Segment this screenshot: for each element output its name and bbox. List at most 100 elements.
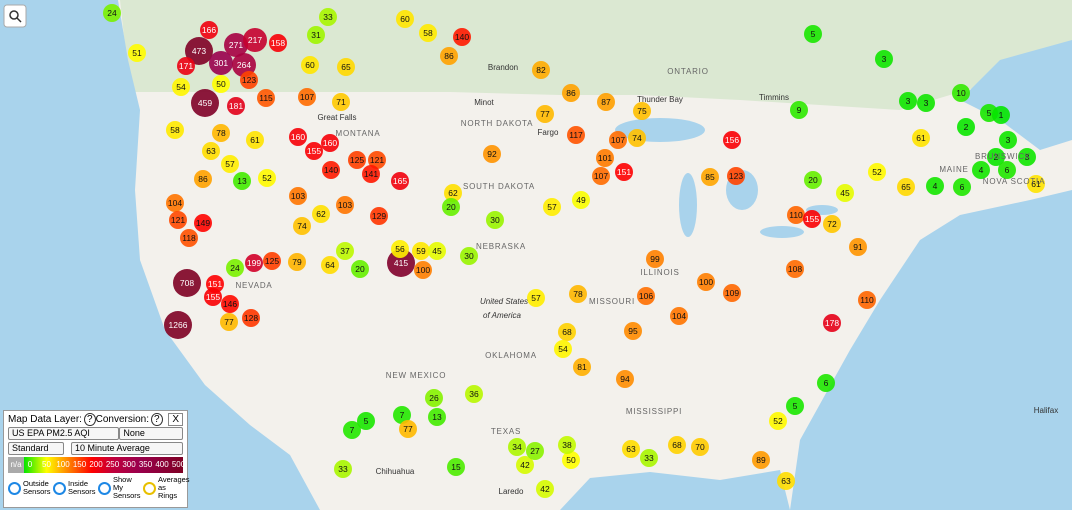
sensor-marker[interactable] <box>293 217 311 235</box>
sensor-marker[interactable] <box>194 170 212 188</box>
checkbox[interactable]: Outside Sensors <box>8 476 51 500</box>
sensor-marker[interactable] <box>786 397 804 415</box>
sensor-marker[interactable] <box>419 24 437 42</box>
sensor-marker[interactable] <box>624 322 642 340</box>
close-button[interactable]: X <box>168 413 183 426</box>
sensor-marker[interactable] <box>393 406 411 424</box>
sensor-marker[interactable] <box>562 84 580 102</box>
sensor-marker[interactable] <box>177 57 195 75</box>
sensor-marker[interactable] <box>992 106 1010 124</box>
sensor-marker[interactable] <box>527 289 545 307</box>
sensor-marker[interactable] <box>769 412 787 430</box>
sensor-marker[interactable] <box>849 238 867 256</box>
sensor-marker[interactable] <box>558 323 576 341</box>
sensor-marker[interactable] <box>917 94 935 112</box>
sensor-marker[interactable] <box>269 34 287 52</box>
sensor-marker[interactable] <box>823 314 841 332</box>
sensor-marker[interactable] <box>465 385 483 403</box>
sensor-marker[interactable] <box>263 252 281 270</box>
layer-select[interactable]: US EPA PM2.5 AQI <box>8 427 120 440</box>
sensor-marker[interactable] <box>817 374 835 392</box>
sensor-marker[interactable] <box>670 307 688 325</box>
sensor-marker[interactable] <box>823 215 841 233</box>
sensor-marker[interactable] <box>289 187 307 205</box>
sensor-marker[interactable] <box>953 178 971 196</box>
sensor-marker[interactable] <box>357 412 375 430</box>
sensor-marker[interactable] <box>569 285 587 303</box>
sensor-marker[interactable] <box>609 131 627 149</box>
sensor-marker[interactable] <box>362 165 380 183</box>
sensor-marker[interactable] <box>777 472 795 490</box>
sensor-marker[interactable] <box>232 53 256 77</box>
sensor-marker[interactable] <box>166 121 184 139</box>
sensor-marker[interactable] <box>246 131 264 149</box>
sensor-marker[interactable] <box>572 191 590 209</box>
sensor-marker[interactable] <box>453 28 471 46</box>
sensor-marker[interactable] <box>243 28 267 52</box>
sensor-marker[interactable] <box>697 273 715 291</box>
sensor-marker[interactable] <box>597 93 615 111</box>
sensor-marker[interactable] <box>173 269 201 297</box>
sensor-marker[interactable] <box>128 44 146 62</box>
checkbox[interactable]: Averages as Rings <box>143 476 190 500</box>
sensor-marker[interactable] <box>998 161 1016 179</box>
sensor-marker[interactable] <box>592 167 610 185</box>
sensor-marker[interactable] <box>543 198 561 216</box>
sensor-marker[interactable] <box>301 56 319 74</box>
sensor-marker[interactable] <box>803 210 821 228</box>
sensor-marker[interactable] <box>691 438 709 456</box>
sensor-marker[interactable] <box>399 420 417 438</box>
sensor-marker[interactable] <box>787 206 805 224</box>
sensor-marker[interactable] <box>567 126 585 144</box>
sensor-marker[interactable] <box>212 124 230 142</box>
search-button[interactable] <box>3 4 27 28</box>
conversion-select[interactable]: None <box>119 427 183 440</box>
sensor-marker[interactable] <box>233 172 251 190</box>
sensor-marker[interactable] <box>368 151 386 169</box>
sensor-marker[interactable] <box>616 370 634 388</box>
sensor-marker[interactable] <box>516 456 534 474</box>
sensor-marker[interactable] <box>727 167 745 185</box>
sensor-marker[interactable] <box>440 47 458 65</box>
sensor-marker[interactable] <box>790 101 808 119</box>
sensor-marker[interactable] <box>723 284 741 302</box>
sensor-marker[interactable] <box>348 151 366 169</box>
sensor-marker[interactable] <box>220 313 238 331</box>
sensor-marker[interactable] <box>412 242 430 260</box>
sensor-marker[interactable] <box>752 451 770 469</box>
sensor-marker[interactable] <box>332 93 350 111</box>
help-button[interactable]: ? <box>83 413 96 426</box>
sensor-marker[interactable] <box>442 198 460 216</box>
sensor-marker[interactable] <box>319 8 337 26</box>
sensor-marker[interactable] <box>622 440 640 458</box>
sensor-marker[interactable] <box>305 142 323 160</box>
sensor-marker[interactable] <box>414 261 432 279</box>
sensor-marker[interactable] <box>221 295 239 313</box>
sensor-marker[interactable] <box>999 131 1017 149</box>
sensor-marker[interactable] <box>987 148 1005 166</box>
sensor-marker[interactable] <box>633 102 651 120</box>
sensor-marker[interactable] <box>172 78 190 96</box>
sensor-marker[interactable] <box>637 287 655 305</box>
sensor-marker[interactable] <box>596 149 614 167</box>
sensor-marker[interactable] <box>391 172 409 190</box>
sensor-marker[interactable] <box>343 421 361 439</box>
sensor-marker[interactable] <box>899 92 917 110</box>
sensor-marker[interactable] <box>298 88 316 106</box>
sensor-marker[interactable] <box>1027 175 1045 193</box>
sensor-marker[interactable] <box>312 205 330 223</box>
sensor-marker[interactable] <box>191 89 219 117</box>
sensor-marker[interactable] <box>486 211 504 229</box>
sensor-marker[interactable] <box>536 480 554 498</box>
sensor-marker[interactable] <box>288 253 306 271</box>
sensor-marker[interactable] <box>1018 148 1036 166</box>
sensor-marker[interactable] <box>212 75 230 93</box>
mode-select[interactable]: Standard <box>8 442 64 455</box>
sensor-marker[interactable] <box>289 128 307 146</box>
sensor-marker[interactable] <box>508 438 526 456</box>
help-button[interactable]: ? <box>150 413 163 426</box>
sensor-marker[interactable] <box>226 259 244 277</box>
sensor-marker[interactable] <box>868 163 886 181</box>
sensor-marker[interactable] <box>224 33 248 57</box>
sensor-marker[interactable] <box>554 340 572 358</box>
